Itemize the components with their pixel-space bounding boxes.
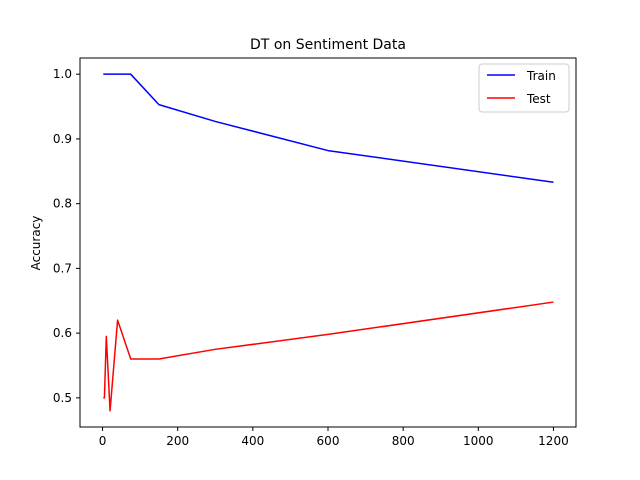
x-tick-label: 0 [99,434,107,448]
x-tick-label: 200 [166,434,189,448]
legend-box [478,63,570,113]
plot-area-frame [79,57,577,428]
x-tick-label: 1000 [463,434,494,448]
legend: Train Test [478,63,570,113]
y-axis-label: Accuracy [29,216,43,271]
x-tick-label: 1200 [538,434,569,448]
axis-ticks: 0 200 400 600 800 1000 1200 0.5 0.6 0.7 0.8 0.9 1.0 [53,67,569,448]
series-lines [103,73,554,412]
x-tick-label: 600 [317,434,340,448]
y-tick-label: 0.6 [53,326,72,340]
x-tick-label: 400 [241,434,264,448]
y-tick-label: 0.9 [53,132,72,146]
y-tick-label: 0.8 [53,197,72,211]
series-line-train [103,73,554,184]
y-tick-label: 1.0 [53,67,72,81]
legend-label-train: Train [526,69,556,83]
chart-title: DT on Sentiment Data [250,37,406,53]
y-tick-label: 0.5 [53,391,72,405]
legend-label-test: Test [526,92,551,106]
x-tick-label: 800 [392,434,415,448]
y-tick-label: 0.7 [53,261,72,275]
series-line-test [103,301,554,412]
